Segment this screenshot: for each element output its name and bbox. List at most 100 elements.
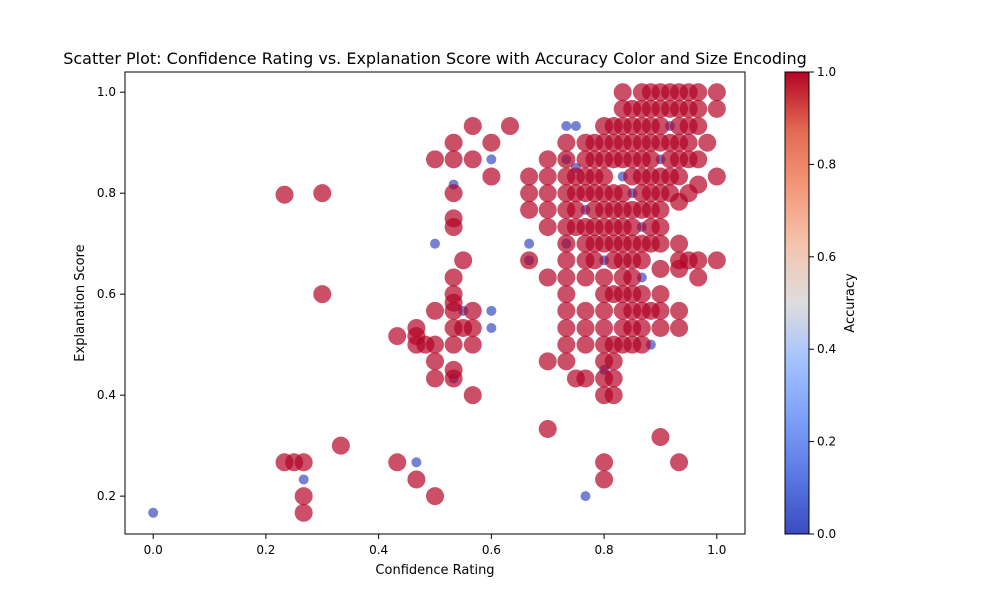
x-tick-label: 1.0 [707,543,726,557]
data-point [651,218,670,237]
data-point [430,238,440,249]
data-points [148,83,726,522]
data-point [538,218,557,237]
data-point [463,301,482,320]
data-point [524,238,535,249]
data-point [561,121,572,132]
colorbar-tick-label: 0.8 [817,157,836,171]
data-point [520,184,539,203]
data-point [651,117,670,136]
data-point [294,487,313,506]
data-point [538,167,557,186]
data-point [698,133,717,152]
data-point [294,453,313,472]
data-point [557,234,576,253]
data-point [557,318,576,337]
x-tick-label: 0.0 [144,543,163,557]
data-point [707,83,726,102]
data-point [557,352,576,371]
y-tick-label: 0.2 [97,489,116,503]
data-point [520,200,539,219]
data-point [632,335,651,354]
data-point [585,251,604,270]
chart-title: Scatter Plot: Confidence Rating vs. Expl… [63,49,807,68]
data-point [500,117,519,136]
data-point [576,335,595,354]
data-point [331,436,350,455]
data-point [557,268,576,287]
data-point [670,234,689,253]
data-point [580,491,591,502]
colorbar-tick-label: 0.6 [817,250,836,264]
data-point [426,335,444,354]
data-point [482,167,501,186]
data-point [388,327,407,346]
axis-ticks: 0.0 0.2 0.4 0.6 0.8 1.0 0.2 0.4 0.6 0.8 1.0 [97,85,726,557]
data-point [570,121,581,132]
data-point [463,150,482,169]
data-point [566,200,585,219]
data-point [689,251,708,270]
data-point [486,322,497,333]
data-point [651,318,670,337]
data-point [275,185,294,204]
data-point [670,318,689,337]
data-point [411,457,422,468]
data-point [313,285,332,304]
data-point [670,167,689,186]
data-point [557,251,576,270]
data-point [689,117,708,136]
data-point [388,453,407,472]
data-point [595,318,614,337]
data-point [426,487,444,506]
data-point [520,167,539,186]
data-point [557,133,576,152]
data-point [426,301,444,320]
colorbar [784,71,810,535]
data-point [613,184,632,203]
y-tick-label: 1.0 [97,85,116,99]
data-point [482,133,501,152]
colorbar-ticks: 0.0 0.2 0.4 0.6 0.8 1.0 [809,65,836,541]
data-point [538,352,557,371]
data-point [444,184,463,203]
x-tick-label: 0.6 [482,543,501,557]
data-point [689,268,708,287]
data-point [576,318,595,337]
data-point [707,251,726,270]
data-point [463,386,482,405]
data-point [651,285,670,304]
x-tick-label: 0.4 [369,543,388,557]
data-point [463,117,482,136]
data-point [444,150,463,169]
data-point [576,369,595,388]
data-point [486,305,497,316]
data-point [426,369,444,388]
data-point [651,234,670,253]
plot-frame [124,71,746,535]
data-point [604,386,623,405]
data-point [651,200,670,219]
data-point [651,428,670,447]
data-point [444,133,463,152]
data-point [689,99,708,118]
data-point [426,150,444,169]
data-point [595,453,614,472]
data-point [444,335,463,354]
data-point [444,268,463,287]
data-point [707,99,726,118]
data-point [623,218,642,237]
data-point [641,150,660,169]
data-point [557,301,576,320]
data-point [613,83,632,102]
data-point [538,268,557,287]
data-point [444,218,463,237]
data-point [707,167,726,186]
data-point [651,301,670,320]
data-point [538,419,557,438]
data-point [486,154,497,165]
data-point [595,268,614,287]
data-point [576,301,595,320]
data-point [557,285,576,304]
